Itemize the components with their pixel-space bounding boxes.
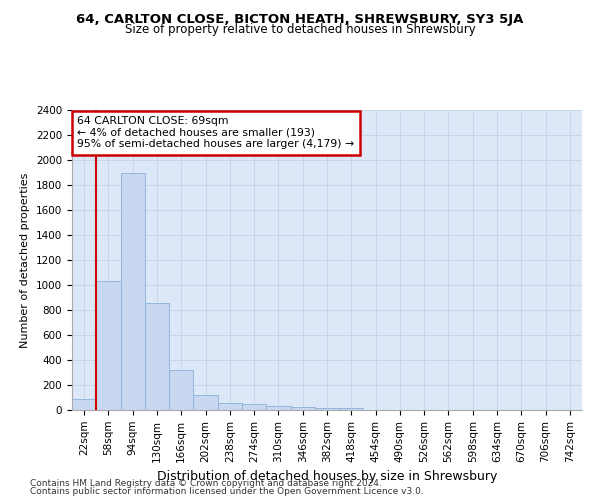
Text: 64, CARLTON CLOSE, BICTON HEATH, SHREWSBURY, SY3 5JA: 64, CARLTON CLOSE, BICTON HEATH, SHREWSB… [76,12,524,26]
Bar [96,281,121,410]
Bar [193,395,218,410]
Text: Contains public sector information licensed under the Open Government Licence v3: Contains public sector information licen… [30,487,424,496]
Bar [121,172,145,410]
Bar [315,408,339,410]
Bar [290,407,315,410]
Bar [145,303,169,410]
Bar [218,402,242,410]
Bar [72,399,96,410]
Text: Size of property relative to detached houses in Shrewsbury: Size of property relative to detached ho… [125,22,475,36]
X-axis label: Distribution of detached houses by size in Shrewsbury: Distribution of detached houses by size … [157,470,497,483]
Bar [266,406,290,410]
Bar [339,408,364,410]
Bar [169,370,193,410]
Text: 64 CARLTON CLOSE: 69sqm
← 4% of detached houses are smaller (193)
95% of semi-de: 64 CARLTON CLOSE: 69sqm ← 4% of detached… [77,116,354,149]
Text: Contains HM Land Registry data © Crown copyright and database right 2024.: Contains HM Land Registry data © Crown c… [30,478,382,488]
Y-axis label: Number of detached properties: Number of detached properties [20,172,31,348]
Bar [242,404,266,410]
